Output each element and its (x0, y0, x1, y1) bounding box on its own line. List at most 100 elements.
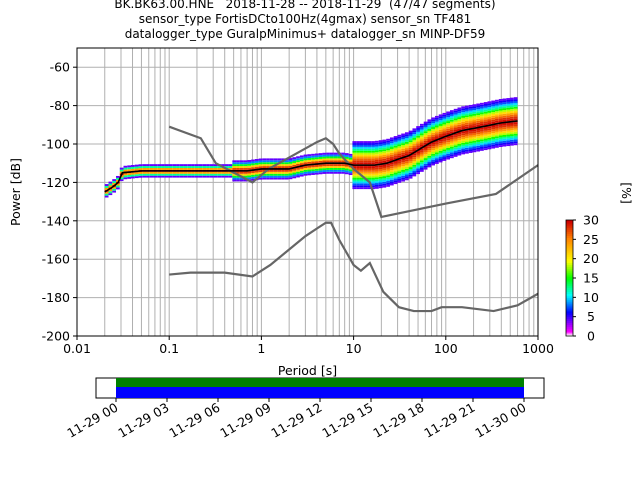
histogram-cell (367, 166, 372, 168)
histogram-cell (461, 148, 466, 151)
histogram-cell (359, 158, 364, 161)
histogram-cell (487, 126, 492, 129)
histogram-cell (423, 158, 428, 161)
histogram-cell (206, 164, 210, 167)
histogram-cell (389, 175, 394, 178)
histogram-cell (341, 154, 345, 157)
histogram-cell (453, 151, 458, 153)
histogram-cell (510, 134, 514, 137)
colorbar-tick-label: 25 (583, 232, 599, 247)
histogram-cell (419, 137, 424, 140)
histogram-cell (269, 169, 274, 172)
histogram-cell (423, 161, 428, 164)
histogram-cell (382, 153, 387, 155)
histogram-cell (371, 185, 375, 188)
histogram-cell (408, 172, 413, 175)
histogram-cell (311, 153, 315, 156)
histogram-cell (292, 157, 297, 160)
histogram-cell (502, 125, 507, 128)
histogram-cell (322, 152, 327, 155)
histogram-cell (269, 177, 274, 180)
histogram-cell (483, 107, 488, 110)
histogram-cell (262, 164, 267, 167)
histogram-cell (431, 155, 435, 158)
histogram-cell (442, 130, 447, 133)
histogram-cell (404, 166, 409, 169)
histogram-cell (262, 177, 267, 180)
histogram-cell (465, 117, 469, 120)
histogram-cell (318, 156, 323, 159)
histogram-cell (442, 132, 447, 135)
histogram-cell (337, 154, 342, 157)
histogram-cell (262, 160, 267, 163)
histogram-cell (318, 164, 323, 167)
histogram-cell (393, 166, 398, 169)
histogram-cell (397, 144, 402, 147)
histogram-cell (146, 164, 150, 167)
histogram-cell (359, 156, 364, 159)
histogram-cell (277, 177, 282, 180)
histogram-cell (404, 159, 409, 162)
histogram-cell (423, 148, 428, 151)
histogram-cell (404, 132, 409, 135)
histogram-cell (142, 168, 147, 170)
histogram-cell (284, 166, 289, 168)
histogram-cell (382, 179, 387, 182)
histogram-cell (423, 133, 428, 136)
histogram-cell (333, 171, 338, 174)
histogram-cell (183, 168, 188, 170)
histogram-cell (498, 145, 503, 148)
histogram-cell (419, 139, 424, 142)
histogram-cell (382, 143, 387, 146)
histogram-cell (510, 116, 514, 119)
histogram-cell (513, 97, 518, 100)
histogram-cell (258, 158, 263, 161)
histogram-cell (510, 112, 514, 115)
histogram-cell (404, 141, 409, 144)
histogram-cell (299, 155, 304, 158)
histogram-cell (314, 153, 319, 156)
histogram-cell (491, 133, 496, 136)
histogram-cell (506, 117, 511, 120)
histogram-cell (453, 116, 458, 119)
histogram-cell (502, 104, 507, 107)
histogram-cell (206, 166, 210, 168)
colorbar-segment (566, 281, 573, 285)
histogram-cell (363, 181, 368, 184)
histogram-cell (442, 141, 447, 144)
histogram-cell (419, 150, 424, 153)
histogram-cell (502, 136, 507, 139)
histogram-cell (491, 119, 496, 122)
histogram-cell (461, 112, 466, 115)
histogram-cell (502, 113, 507, 116)
histogram-cell (423, 125, 428, 128)
histogram-cell (434, 121, 439, 124)
histogram-cell (266, 177, 270, 180)
histogram-cell (209, 166, 214, 168)
histogram-cell (412, 155, 417, 158)
histogram-cell (446, 119, 450, 122)
histogram-cell (382, 160, 387, 163)
histogram-cell (221, 173, 225, 176)
histogram-cell (506, 123, 511, 125)
histogram-cell (434, 154, 439, 157)
histogram-cell (344, 168, 349, 171)
histogram-cell (449, 112, 454, 115)
histogram-cell (228, 171, 233, 174)
histogram-cell (281, 171, 285, 174)
histogram-cell (374, 152, 379, 155)
histogram-cell (116, 177, 120, 180)
histogram-cell (299, 161, 304, 164)
histogram-cell (329, 154, 334, 157)
histogram-cell (397, 169, 402, 172)
histogram-cell (412, 145, 417, 148)
histogram-cell (498, 100, 503, 103)
histogram-cell (352, 143, 357, 145)
histogram-cell (348, 159, 353, 162)
histogram-cell (438, 143, 443, 146)
histogram-cell (438, 118, 443, 121)
histogram-cell (449, 140, 454, 143)
histogram-cell (367, 150, 372, 153)
histogram-cell (434, 125, 439, 128)
histogram-cell (352, 185, 357, 188)
